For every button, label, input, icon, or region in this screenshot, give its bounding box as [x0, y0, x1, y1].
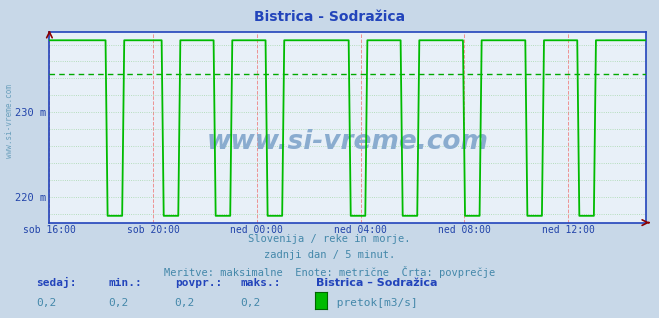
Text: pretok[m3/s]: pretok[m3/s]: [330, 299, 417, 308]
Text: Meritve: maksimalne  Enote: metrične  Črta: povprečje: Meritve: maksimalne Enote: metrične Črta…: [164, 266, 495, 278]
Text: 0,2: 0,2: [109, 299, 129, 308]
Text: povpr.:: povpr.:: [175, 278, 222, 288]
Text: 0,2: 0,2: [36, 299, 57, 308]
Text: 0,2: 0,2: [175, 299, 195, 308]
Text: Bistrica – Sodražica: Bistrica – Sodražica: [316, 278, 438, 288]
Text: min.:: min.:: [109, 278, 142, 288]
Text: Slovenija / reke in morje.: Slovenija / reke in morje.: [248, 234, 411, 244]
Text: zadnji dan / 5 minut.: zadnji dan / 5 minut.: [264, 250, 395, 259]
Text: sedaj:: sedaj:: [36, 277, 76, 288]
Text: 0,2: 0,2: [241, 299, 261, 308]
Text: maks.:: maks.:: [241, 278, 281, 288]
Text: www.si-vreme.com: www.si-vreme.com: [207, 129, 488, 156]
Text: www.si-vreme.com: www.si-vreme.com: [5, 84, 14, 158]
Text: Bistrica - Sodražica: Bistrica - Sodražica: [254, 10, 405, 24]
